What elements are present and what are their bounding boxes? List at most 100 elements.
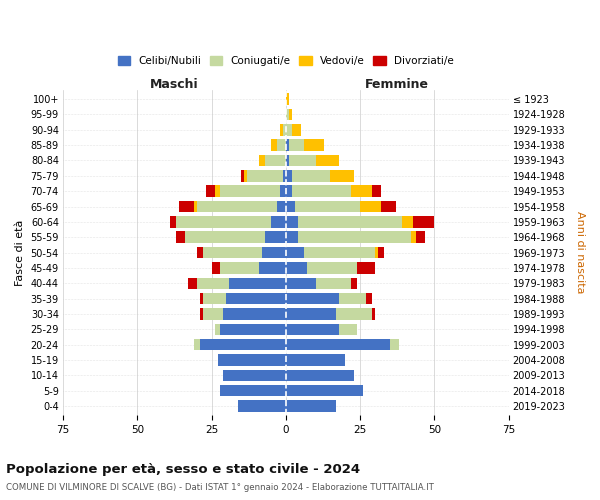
Bar bbox=[197, 201, 286, 212]
Bar bbox=[286, 232, 298, 243]
Bar bbox=[286, 385, 363, 396]
Bar bbox=[220, 186, 286, 197]
Bar bbox=[286, 278, 357, 289]
Bar bbox=[286, 186, 292, 197]
Bar bbox=[286, 140, 304, 151]
Bar bbox=[226, 293, 286, 304]
Bar bbox=[200, 308, 286, 320]
Bar bbox=[188, 278, 286, 289]
Bar bbox=[286, 154, 289, 166]
Bar bbox=[286, 400, 336, 412]
Bar bbox=[286, 232, 425, 243]
Bar bbox=[286, 339, 390, 350]
Bar bbox=[286, 154, 339, 166]
Bar bbox=[176, 232, 286, 243]
Bar bbox=[200, 293, 286, 304]
Bar bbox=[223, 370, 286, 381]
Bar bbox=[286, 154, 316, 166]
Bar bbox=[218, 354, 286, 366]
Bar bbox=[223, 370, 286, 381]
Bar bbox=[241, 170, 286, 181]
Y-axis label: Fasce di età: Fasce di età bbox=[15, 220, 25, 286]
Bar bbox=[176, 216, 286, 228]
Bar bbox=[283, 124, 286, 136]
Bar bbox=[286, 201, 395, 212]
Bar bbox=[286, 278, 351, 289]
Bar bbox=[286, 400, 336, 412]
Bar bbox=[280, 186, 286, 197]
Bar bbox=[286, 354, 345, 366]
Text: Popolazione per età, sesso e stato civile - 2024: Popolazione per età, sesso e stato civil… bbox=[6, 462, 360, 475]
Bar bbox=[286, 201, 381, 212]
Bar bbox=[277, 201, 286, 212]
Bar bbox=[286, 370, 354, 381]
Bar bbox=[286, 124, 301, 136]
Bar bbox=[286, 324, 357, 335]
Bar bbox=[238, 400, 286, 412]
Bar bbox=[286, 308, 375, 320]
Bar bbox=[286, 170, 331, 181]
Bar bbox=[194, 201, 286, 212]
Bar bbox=[179, 201, 286, 212]
Bar bbox=[286, 308, 372, 320]
Bar bbox=[223, 370, 286, 381]
Bar bbox=[286, 247, 384, 258]
Bar bbox=[218, 354, 286, 366]
Bar bbox=[220, 324, 286, 335]
Bar bbox=[229, 278, 286, 289]
Bar bbox=[238, 400, 286, 412]
Bar bbox=[286, 354, 345, 366]
Text: COMUNE DI VILMINORE DI SCALVE (BG) - Dati ISTAT 1° gennaio 2024 - Elaborazione T: COMUNE DI VILMINORE DI SCALVE (BG) - Dat… bbox=[6, 482, 434, 492]
Bar bbox=[238, 400, 286, 412]
Bar bbox=[259, 154, 286, 166]
Bar bbox=[280, 124, 286, 136]
Bar bbox=[185, 232, 286, 243]
Bar bbox=[215, 186, 286, 197]
Bar bbox=[194, 339, 286, 350]
Bar bbox=[220, 385, 286, 396]
Bar bbox=[286, 308, 372, 320]
Bar bbox=[271, 216, 286, 228]
Bar bbox=[197, 278, 286, 289]
Bar bbox=[220, 262, 286, 274]
Bar bbox=[220, 385, 286, 396]
Bar bbox=[203, 247, 286, 258]
Bar bbox=[286, 262, 357, 274]
Bar bbox=[286, 216, 401, 228]
Bar bbox=[220, 385, 286, 396]
Bar bbox=[218, 354, 286, 366]
Bar bbox=[215, 324, 286, 335]
Bar bbox=[286, 140, 325, 151]
Bar bbox=[286, 400, 336, 412]
Bar bbox=[277, 140, 286, 151]
Bar bbox=[286, 370, 354, 381]
Bar bbox=[286, 186, 372, 197]
Bar bbox=[271, 140, 286, 151]
Bar bbox=[286, 278, 351, 289]
Bar bbox=[215, 324, 286, 335]
Bar bbox=[218, 354, 286, 366]
Bar bbox=[286, 293, 366, 304]
Bar bbox=[286, 108, 292, 120]
Bar bbox=[206, 186, 286, 197]
Bar bbox=[265, 232, 286, 243]
Bar bbox=[286, 232, 416, 243]
Bar bbox=[286, 308, 336, 320]
Bar bbox=[223, 370, 286, 381]
Bar bbox=[286, 108, 289, 120]
Bar bbox=[203, 293, 286, 304]
Bar bbox=[283, 170, 286, 181]
Bar bbox=[286, 385, 363, 396]
Bar bbox=[262, 247, 286, 258]
Bar bbox=[223, 308, 286, 320]
Bar bbox=[286, 201, 295, 212]
Bar bbox=[286, 154, 339, 166]
Bar bbox=[286, 170, 354, 181]
Text: Maschi: Maschi bbox=[150, 78, 199, 92]
Bar bbox=[286, 94, 289, 105]
Bar bbox=[286, 216, 298, 228]
Bar bbox=[203, 308, 286, 320]
Bar bbox=[286, 108, 292, 120]
Bar bbox=[220, 385, 286, 396]
Y-axis label: Anni di nascita: Anni di nascita bbox=[575, 212, 585, 294]
